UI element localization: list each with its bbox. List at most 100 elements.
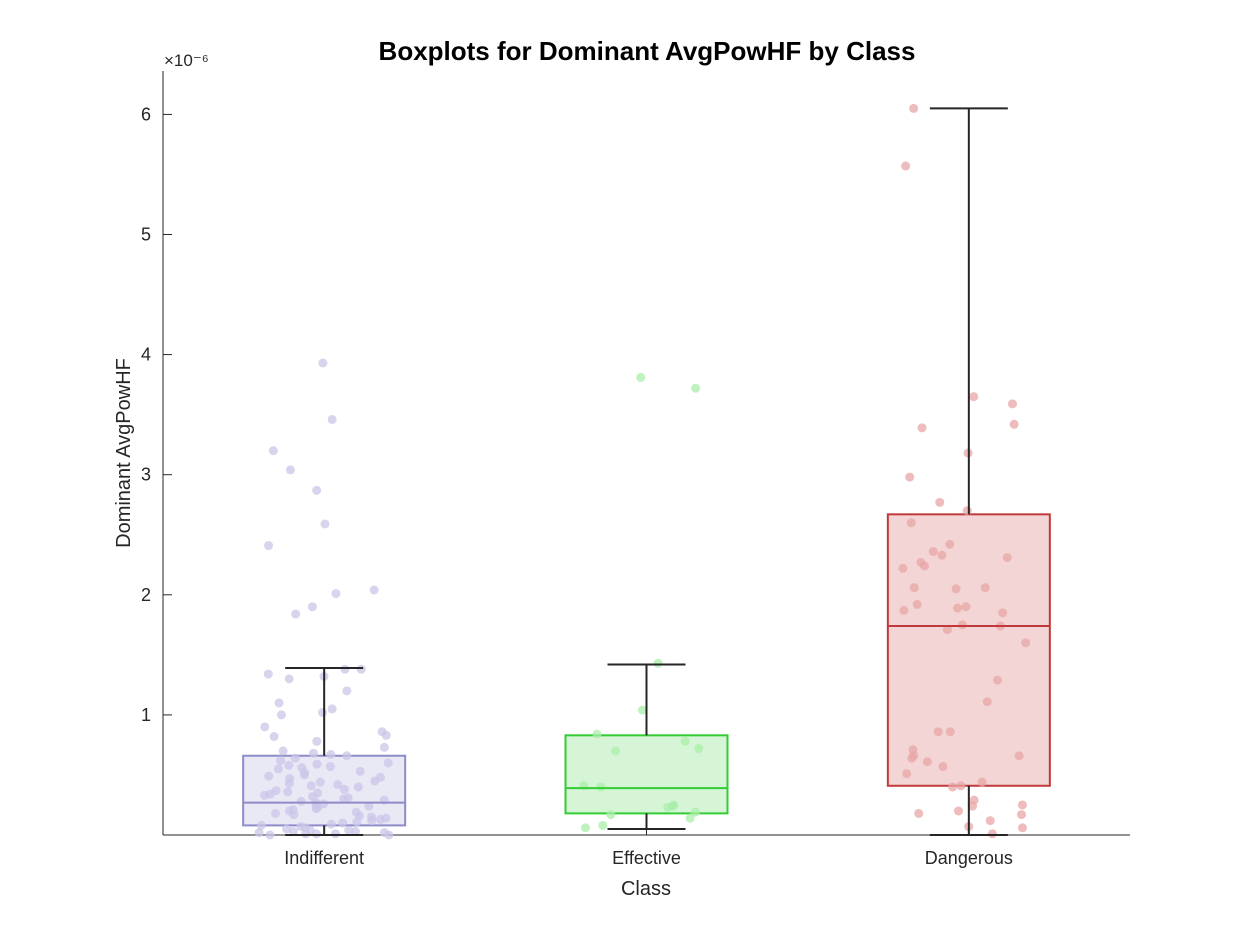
plot-area: 1 2 3 4 5 6 Indifferent Effective Dangerous [141, 71, 1130, 868]
box-effective [564, 734, 729, 815]
y-tick-label: 6 [141, 104, 151, 124]
data-point [937, 550, 947, 560]
data-point [922, 757, 932, 767]
data-point [951, 584, 961, 594]
data-point [376, 814, 386, 824]
data-point [338, 818, 348, 828]
data-point [364, 801, 374, 811]
data-point [580, 823, 590, 833]
data-point [992, 675, 1002, 685]
data-point [296, 796, 306, 806]
x-tick-label: Indifferent [284, 848, 364, 868]
data-point [977, 777, 987, 787]
data-point [276, 710, 286, 720]
data-point [311, 804, 321, 814]
data-point [284, 674, 294, 684]
y-axis-label: Dominant AvgPowHF [113, 358, 135, 548]
data-point [339, 794, 349, 804]
data-point [264, 541, 274, 551]
data-point [330, 829, 340, 839]
data-point [596, 782, 606, 792]
data-point [987, 829, 997, 839]
data-point [367, 816, 377, 826]
data-point [369, 585, 379, 595]
data-point [381, 730, 391, 740]
data-point [962, 506, 972, 516]
y-exponent-label: ×10⁻⁶ [164, 51, 209, 70]
data-point [914, 808, 924, 818]
data-point [312, 736, 322, 746]
data-point [306, 781, 316, 791]
data-point [370, 776, 380, 786]
data-point [264, 771, 274, 781]
data-point [344, 825, 354, 835]
data-point [917, 423, 927, 433]
data-point [256, 820, 266, 830]
data-point [307, 602, 317, 612]
y-tick-label: 3 [141, 465, 151, 485]
data-point [273, 764, 283, 774]
data-point [1014, 751, 1024, 761]
data-point [282, 824, 292, 834]
data-point [260, 722, 270, 732]
data-point [598, 820, 608, 830]
data-point [653, 658, 663, 668]
data-point [340, 664, 350, 674]
data-point [271, 808, 281, 818]
data-point [969, 392, 979, 402]
data-point [685, 813, 695, 823]
data-point [948, 782, 958, 792]
data-point [636, 372, 646, 382]
data-point [968, 801, 978, 811]
data-point [309, 748, 319, 758]
data-point [956, 781, 966, 791]
data-point [263, 669, 273, 679]
data-point [898, 563, 908, 573]
data-point [339, 784, 349, 794]
data-point [342, 751, 352, 761]
data-point [902, 769, 912, 779]
data-point [606, 810, 616, 820]
x-tick-label: Effective [612, 848, 681, 868]
box-dangerous [886, 513, 1051, 787]
y-tick-label: 1 [141, 705, 151, 725]
data-point [326, 819, 336, 829]
y-tick-label: 2 [141, 585, 151, 605]
data-point [325, 762, 335, 772]
data-point [301, 829, 311, 839]
data-point [953, 603, 963, 613]
data-point [592, 729, 602, 739]
data-point [1016, 810, 1026, 820]
data-point [663, 802, 673, 812]
chart-title: Boxplots for Dominant AvgPowHF by Class [379, 36, 916, 66]
data-point [907, 753, 917, 763]
data-point [254, 828, 264, 838]
data-point [333, 780, 343, 790]
data-point [920, 561, 930, 571]
data-point [312, 759, 322, 769]
data-point [379, 742, 389, 752]
data-point [318, 358, 328, 368]
data-point [352, 817, 362, 827]
x-tick-label: Dangerous [925, 848, 1013, 868]
data-point [906, 518, 916, 528]
data-point [905, 472, 915, 482]
data-point [933, 727, 943, 737]
data-point [694, 744, 704, 754]
data-point [680, 736, 690, 746]
data-point [691, 383, 701, 393]
y-tick-label: 5 [141, 225, 151, 245]
data-point [1017, 823, 1027, 833]
data-point [982, 697, 992, 707]
data-point [356, 664, 366, 674]
data-point [383, 758, 393, 768]
data-point [311, 829, 321, 839]
data-point [909, 103, 919, 113]
data-point [610, 746, 620, 756]
data-point [935, 497, 945, 507]
data-point [957, 620, 967, 630]
data-point [928, 547, 938, 557]
data-point [909, 583, 919, 593]
data-point [327, 414, 337, 424]
data-point [1021, 638, 1031, 648]
